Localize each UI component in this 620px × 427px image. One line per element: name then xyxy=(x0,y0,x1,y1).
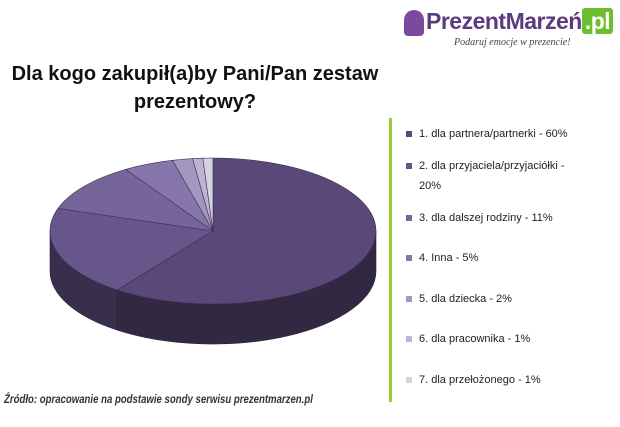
legend-item: 1. dla partnera/partnerki - 60% xyxy=(406,124,586,144)
legend-item: 2. dla przyjaciela/przyjaciółki - 20% xyxy=(406,156,586,196)
logo-name-text: PrezentMarzeń xyxy=(426,8,582,34)
pie-slice xyxy=(116,157,377,305)
logo-icon xyxy=(404,10,424,36)
source-note: Źródło: opracowanie na podstawie sondy s… xyxy=(4,392,313,406)
legend-label: 1. dla partnera/partnerki - 60% xyxy=(419,128,568,140)
legend: 1. dla partnera/partnerki - 60% 2. dla pr… xyxy=(389,118,602,402)
legend-swatch xyxy=(406,377,412,383)
legend-item: 7. dla przełożonego - 1% xyxy=(406,370,586,390)
logo-tagline: Podaruj emocje w prezencie! xyxy=(454,37,571,48)
legend-label: 5. dla dziecka - 2% xyxy=(419,293,512,305)
pie-slice xyxy=(57,169,214,232)
pie-slice xyxy=(202,157,214,232)
legend-label: 6. dla pracownika - 1% xyxy=(419,333,531,345)
legend-swatch xyxy=(406,131,412,137)
legend-label: 7. dla przełożonego - 1% xyxy=(419,374,541,386)
legend-swatch xyxy=(406,296,412,302)
pie-slice xyxy=(49,208,214,291)
legend-item: 5. dla dziecka - 2% xyxy=(406,289,586,309)
legend-label: 2. dla przyjaciela/przyjaciółki - 20% xyxy=(419,160,565,192)
legend-swatch xyxy=(406,163,412,169)
legend-item: 6. dla pracownika - 1% xyxy=(406,329,586,349)
logo: PrezentMarzeń .pl Podaruj emocje w prezen… xyxy=(404,6,614,52)
legend-swatch xyxy=(406,336,412,342)
legend-swatch xyxy=(406,215,412,221)
legend-item: 3. dla dalszej rodziny - 11% xyxy=(406,208,586,228)
legend-label: 3. dla dalszej rodziny - 11% xyxy=(419,212,553,224)
legend-item: 4. Inna - 5% xyxy=(406,248,586,268)
logo-tld: .pl xyxy=(581,8,614,34)
logo-name: PrezentMarzeń .pl xyxy=(426,8,614,35)
legend-label: 4. Inna - 5% xyxy=(419,252,479,264)
legend-swatch xyxy=(406,255,412,261)
chart-title: Dla kogo zakupił(a)by Pani/Pan zestaw pr… xyxy=(11,63,379,113)
